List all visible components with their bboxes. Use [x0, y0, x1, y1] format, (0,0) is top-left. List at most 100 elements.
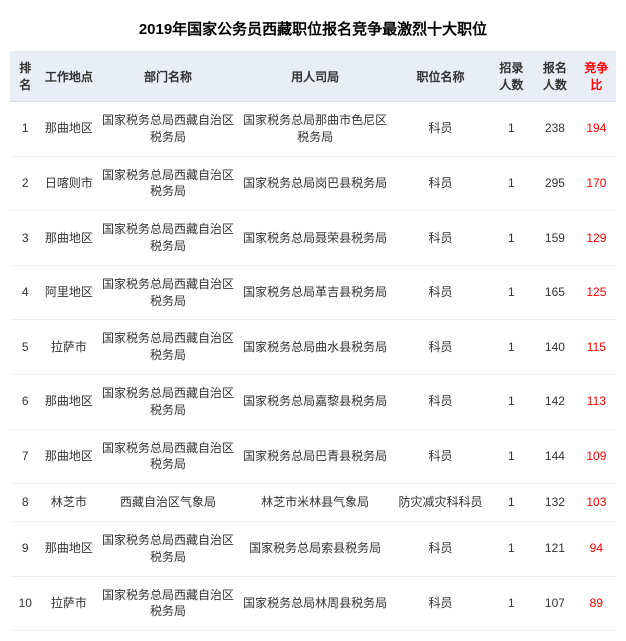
cell-location: 那曲地区 — [41, 429, 98, 484]
cell-applicants: 140 — [533, 320, 577, 375]
table-body: 1那曲地区国家税务总局西藏自治区税务局国家税务总局那曲市色尼区税务局科员1238… — [10, 102, 616, 631]
table-row: 3那曲地区国家税务总局西藏自治区税务局国家税务总局聂荣县税务局科员1159129 — [10, 211, 616, 266]
cell-recruit: 1 — [490, 211, 534, 266]
cell-location: 林芝市 — [41, 484, 98, 522]
cell-location: 那曲地区 — [41, 102, 98, 157]
cell-ratio: 125 — [577, 265, 616, 320]
cell-applicants: 295 — [533, 156, 577, 211]
cell-rank: 7 — [10, 429, 41, 484]
table-row: 9那曲地区国家税务总局西藏自治区税务局国家税务总局索县税务局科员112194 — [10, 521, 616, 576]
cell-position: 科员 — [391, 576, 489, 631]
cell-ratio: 129 — [577, 211, 616, 266]
cell-recruit: 1 — [490, 429, 534, 484]
cell-location: 拉萨市 — [41, 320, 98, 375]
cell-location: 那曲地区 — [41, 521, 98, 576]
table-row: 2日喀则市国家税务总局西藏自治区税务局国家税务总局岗巴县税务局科员1295170 — [10, 156, 616, 211]
cell-rank: 4 — [10, 265, 41, 320]
table-row: 1那曲地区国家税务总局西藏自治区税务局国家税务总局那曲市色尼区税务局科员1238… — [10, 102, 616, 157]
header-rank: 排名 — [10, 51, 41, 102]
cell-position: 科员 — [391, 265, 489, 320]
table-row: 5拉萨市国家税务总局西藏自治区税务局国家税务总局曲水县税务局科员1140115 — [10, 320, 616, 375]
cell-applicants: 165 — [533, 265, 577, 320]
cell-rank: 6 — [10, 374, 41, 429]
cell-org: 国家税务总局聂荣县税务局 — [239, 211, 392, 266]
header-applicants: 报名人数 — [533, 51, 577, 102]
cell-department: 国家税务总局西藏自治区税务局 — [97, 102, 239, 157]
header-department: 部门名称 — [97, 51, 239, 102]
cell-position: 科员 — [391, 429, 489, 484]
cell-rank: 2 — [10, 156, 41, 211]
cell-department: 国家税务总局西藏自治区税务局 — [97, 429, 239, 484]
table-row: 7那曲地区国家税务总局西藏自治区税务局国家税务总局巴青县税务局科员1144109 — [10, 429, 616, 484]
cell-ratio: 103 — [577, 484, 616, 522]
cell-applicants: 238 — [533, 102, 577, 157]
header-recruit: 招录人数 — [490, 51, 534, 102]
cell-org: 国家税务总局那曲市色尼区税务局 — [239, 102, 392, 157]
table-row: 10拉萨市国家税务总局西藏自治区税务局国家税务总局林周县税务局科员110789 — [10, 576, 616, 631]
table-container: 2019年国家公务员西藏职位报名竞争最激烈十大职位 排名 工作地点 部门名称 用… — [10, 10, 616, 631]
cell-department: 国家税务总局西藏自治区税务局 — [97, 265, 239, 320]
cell-rank: 9 — [10, 521, 41, 576]
cell-ratio: 109 — [577, 429, 616, 484]
cell-position: 科员 — [391, 521, 489, 576]
cell-location: 日喀则市 — [41, 156, 98, 211]
cell-location: 阿里地区 — [41, 265, 98, 320]
header-ratio: 竞争比 — [577, 51, 616, 102]
cell-org: 国家税务总局索县税务局 — [239, 521, 392, 576]
cell-position: 科员 — [391, 156, 489, 211]
header-row: 排名 工作地点 部门名称 用人司局 职位名称 招录人数 报名人数 竞争比 — [10, 51, 616, 102]
table-row: 6那曲地区国家税务总局西藏自治区税务局国家税务总局嘉黎县税务局科员1142113 — [10, 374, 616, 429]
cell-recruit: 1 — [490, 156, 534, 211]
header-org: 用人司局 — [239, 51, 392, 102]
cell-recruit: 1 — [490, 102, 534, 157]
table-row: 4阿里地区国家税务总局西藏自治区税务局国家税务总局革吉县税务局科员1165125 — [10, 265, 616, 320]
cell-ratio: 94 — [577, 521, 616, 576]
cell-ratio: 194 — [577, 102, 616, 157]
cell-rank: 10 — [10, 576, 41, 631]
cell-applicants: 132 — [533, 484, 577, 522]
cell-applicants: 121 — [533, 521, 577, 576]
cell-position: 科员 — [391, 374, 489, 429]
cell-org: 林芝市米林县气象局 — [239, 484, 392, 522]
cell-ratio: 113 — [577, 374, 616, 429]
cell-position: 防灾减灾科科员 — [391, 484, 489, 522]
table-row: 8林芝市西藏自治区气象局林芝市米林县气象局防灾减灾科科员1132103 — [10, 484, 616, 522]
cell-department: 国家税务总局西藏自治区税务局 — [97, 211, 239, 266]
cell-department: 国家税务总局西藏自治区税务局 — [97, 374, 239, 429]
cell-org: 国家税务总局巴青县税务局 — [239, 429, 392, 484]
cell-recruit: 1 — [490, 374, 534, 429]
cell-department: 国家税务总局西藏自治区税务局 — [97, 320, 239, 375]
cell-rank: 5 — [10, 320, 41, 375]
cell-ratio: 89 — [577, 576, 616, 631]
cell-recruit: 1 — [490, 320, 534, 375]
header-location: 工作地点 — [41, 51, 98, 102]
cell-org: 国家税务总局嘉黎县税务局 — [239, 374, 392, 429]
cell-ratio: 115 — [577, 320, 616, 375]
ranking-table: 排名 工作地点 部门名称 用人司局 职位名称 招录人数 报名人数 竞争比 1那曲… — [10, 51, 616, 631]
cell-org: 国家税务总局岗巴县税务局 — [239, 156, 392, 211]
cell-rank: 1 — [10, 102, 41, 157]
cell-ratio: 170 — [577, 156, 616, 211]
cell-applicants: 159 — [533, 211, 577, 266]
cell-applicants: 107 — [533, 576, 577, 631]
cell-org: 国家税务总局曲水县税务局 — [239, 320, 392, 375]
cell-position: 科员 — [391, 211, 489, 266]
header-position: 职位名称 — [391, 51, 489, 102]
cell-applicants: 144 — [533, 429, 577, 484]
cell-rank: 3 — [10, 211, 41, 266]
cell-location: 那曲地区 — [41, 374, 98, 429]
cell-rank: 8 — [10, 484, 41, 522]
cell-department: 国家税务总局西藏自治区税务局 — [97, 576, 239, 631]
cell-location: 拉萨市 — [41, 576, 98, 631]
cell-recruit: 1 — [490, 521, 534, 576]
cell-recruit: 1 — [490, 576, 534, 631]
cell-org: 国家税务总局林周县税务局 — [239, 576, 392, 631]
cell-applicants: 142 — [533, 374, 577, 429]
cell-department: 国家税务总局西藏自治区税务局 — [97, 521, 239, 576]
cell-location: 那曲地区 — [41, 211, 98, 266]
cell-recruit: 1 — [490, 265, 534, 320]
page-title: 2019年国家公务员西藏职位报名竞争最激烈十大职位 — [10, 10, 616, 51]
cell-position: 科员 — [391, 102, 489, 157]
cell-position: 科员 — [391, 320, 489, 375]
cell-department: 国家税务总局西藏自治区税务局 — [97, 156, 239, 211]
